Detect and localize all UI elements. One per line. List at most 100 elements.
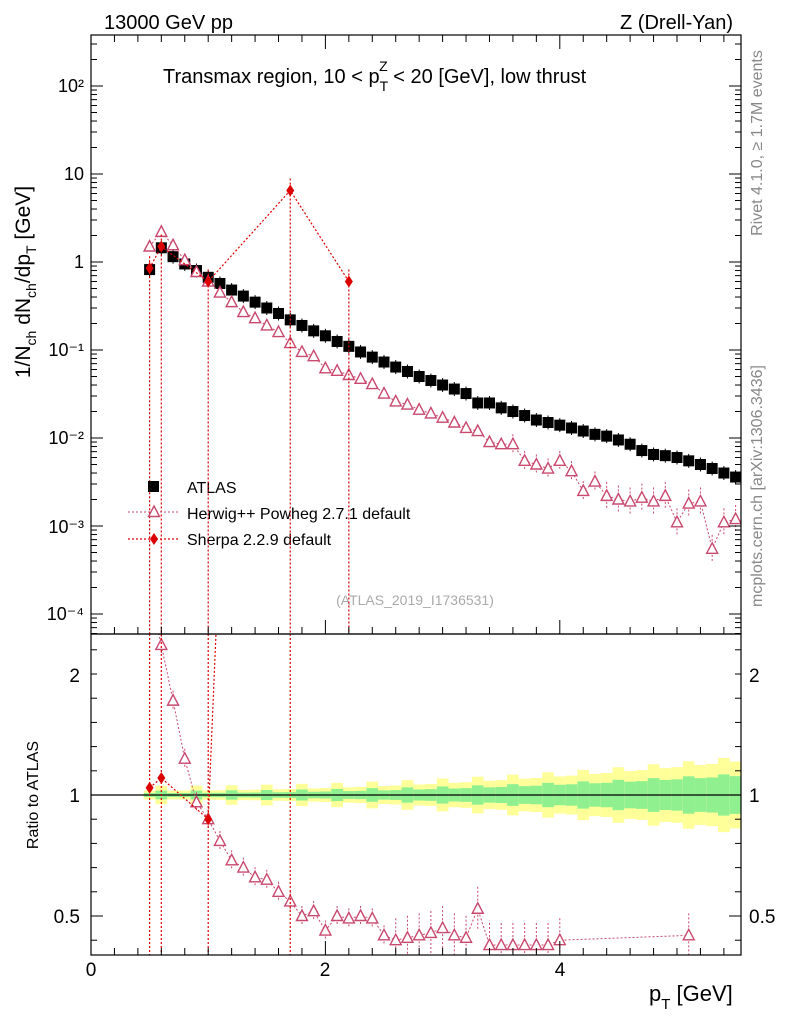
sherpa-ratio-line <box>149 634 217 821</box>
sherpa-line <box>149 189 350 283</box>
legend: ATLAS Herwig++ Powheg 2.7.1 default Sher… <box>187 480 411 549</box>
atlas-point <box>472 397 484 409</box>
legend-marker-atlas <box>148 481 159 492</box>
herwig-point <box>271 324 286 338</box>
title-sub: T <box>380 78 389 94</box>
atlas-point <box>671 452 683 464</box>
analysis-watermark: (ATLAS_2019_I1736531) <box>336 592 494 608</box>
atlas-point <box>331 335 343 347</box>
ylabel-part-0: 1/N <box>12 345 35 378</box>
atlas-point <box>683 455 695 467</box>
atlas-point <box>624 438 636 450</box>
herwig-point <box>541 461 555 474</box>
herwig-ratio-point <box>260 872 274 885</box>
atlas-point <box>308 325 320 337</box>
herwig-point <box>459 420 473 434</box>
herwig-point <box>330 363 344 377</box>
sherpa-point <box>157 240 166 253</box>
legend-label-herwig: Herwig++ Powheg 2.7.1 default <box>187 506 411 523</box>
herwig-ratio-point <box>353 908 368 922</box>
atlas-point <box>706 463 718 475</box>
herwig-point <box>471 423 485 437</box>
y-tick-label: 10 <box>64 164 84 184</box>
herwig-point <box>553 453 567 467</box>
atlas-point <box>437 379 449 391</box>
herwig-ratio-point <box>389 932 403 946</box>
herwig-point <box>435 410 450 423</box>
herwig-point <box>447 414 461 428</box>
ylabel-part-1: ch <box>23 331 39 346</box>
atlas-point <box>648 448 660 460</box>
sherpa-ratio-point <box>204 813 213 826</box>
rivet-label: Rivet 4.1.0, ≥ 1.7M events <box>749 50 766 236</box>
herwig-ratio-point <box>377 927 391 941</box>
herwig-ratio-point <box>365 910 379 924</box>
herwig-ratio-point <box>307 903 321 917</box>
legend-label-atlas: ATLAS <box>187 480 237 497</box>
atlas-point <box>542 417 554 429</box>
atlas-point <box>519 410 531 422</box>
herwig-ratio-point <box>236 860 251 873</box>
herwig-point <box>728 511 741 525</box>
herwig-ratio-point <box>248 869 262 883</box>
herwig-ratio-point <box>342 910 356 924</box>
herwig-ratio-point <box>224 852 239 866</box>
herwig-point <box>717 514 731 528</box>
herwig-ratio-point <box>424 925 438 939</box>
sherpa-ratio-point <box>157 772 166 785</box>
ylabel-part-3: ch <box>23 283 39 298</box>
atlas-point <box>390 361 402 373</box>
atlas-point <box>577 425 589 437</box>
herwig-point <box>213 285 227 298</box>
x-axis-label: pT [GeV] <box>649 981 733 1013</box>
atlas-point <box>366 351 378 363</box>
y-tick-label: 1 <box>74 252 84 272</box>
herwig-ratio-point <box>318 923 333 936</box>
atlas-point <box>167 251 179 263</box>
atlas-point <box>612 434 624 446</box>
atlas-point <box>319 330 331 342</box>
ylabel-part-6: [GeV] <box>12 186 35 246</box>
ratio-tick-labels-left: 0.5 1 2 <box>54 666 80 928</box>
y-tick-label: 10⁻¹ <box>48 340 84 360</box>
ratio-tick-label-right: 1 <box>749 786 760 807</box>
x-tick-label: 4 <box>555 960 566 981</box>
herwig-point <box>670 514 684 528</box>
herwig-point <box>248 310 262 324</box>
herwig-ratio-point <box>447 927 461 941</box>
herwig-point <box>564 463 579 477</box>
herwig-point <box>506 436 520 450</box>
atlas-point <box>413 370 425 382</box>
ylabel-part-2: dN <box>12 298 35 331</box>
atlas-point <box>425 375 437 387</box>
ylabel-part-4: /dp <box>12 254 35 283</box>
ratio-tick-labels-right: 0.5 1 2 <box>749 666 775 928</box>
legend-markers <box>128 481 180 545</box>
herwig-point <box>166 237 180 251</box>
atlas-point <box>730 471 741 483</box>
sherpa-point <box>145 262 154 275</box>
herwig-point <box>365 376 379 390</box>
herwig-point <box>236 304 251 318</box>
atlas-point <box>483 397 495 409</box>
herwig-ratio-point <box>529 937 544 951</box>
atlas-point <box>601 430 613 442</box>
sherpa-point <box>286 184 295 197</box>
atlas-point <box>718 467 730 479</box>
legend-marker-sherpa <box>150 533 158 545</box>
herwig-point <box>178 252 192 266</box>
herwig-point <box>482 434 497 448</box>
legend-label-sherpa: Sherpa 2.2.9 default <box>187 532 332 549</box>
herwig-point <box>588 474 602 487</box>
main-panel-marks <box>142 178 741 634</box>
herwig-ratio-point <box>154 637 168 651</box>
atlas-point <box>355 346 367 358</box>
sherpa-point <box>204 275 213 288</box>
x-tick-label: 2 <box>320 960 331 981</box>
herwig-point <box>353 371 368 385</box>
herwig-point <box>389 393 403 407</box>
herwig-point <box>611 492 626 505</box>
xlabel-unit: [GeV] <box>670 981 732 1006</box>
herwig-ratio-point <box>506 937 520 951</box>
herwig-point <box>260 317 274 331</box>
